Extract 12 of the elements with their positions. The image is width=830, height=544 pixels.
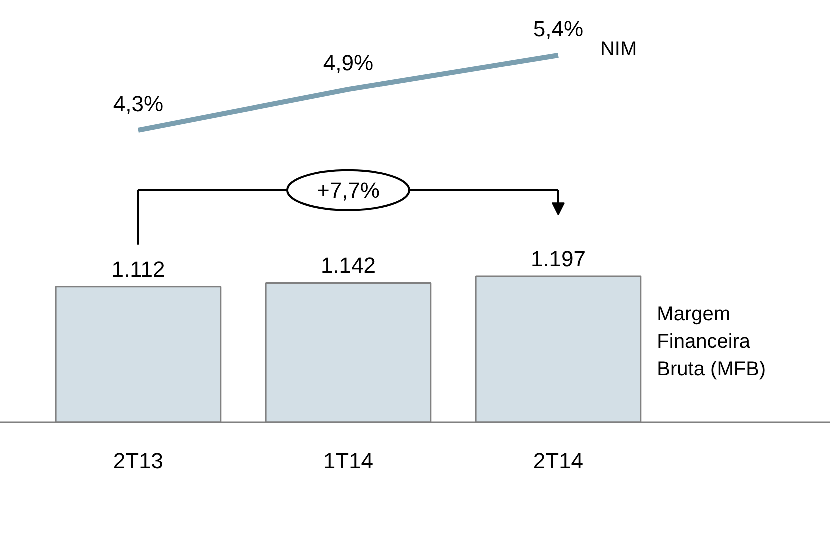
data-label: 5,4%	[533, 16, 584, 42]
data-label: 4,3%	[113, 91, 164, 116]
data-label: 1.197	[530, 246, 586, 272]
text: NIM	[600, 38, 638, 60]
x-tick-label: 1T14	[323, 448, 374, 474]
data-label: 4,9%	[323, 50, 374, 76]
text: +7,7%	[316, 178, 380, 203]
x-tick-label: 2T14	[533, 448, 584, 474]
data-label: 1.112	[112, 256, 166, 282]
data-label: 1.142	[320, 253, 376, 278]
x-tick-label: 2T13	[113, 448, 164, 474]
series-label: Margem Financeira Bruta (MFB)	[657, 304, 766, 381]
